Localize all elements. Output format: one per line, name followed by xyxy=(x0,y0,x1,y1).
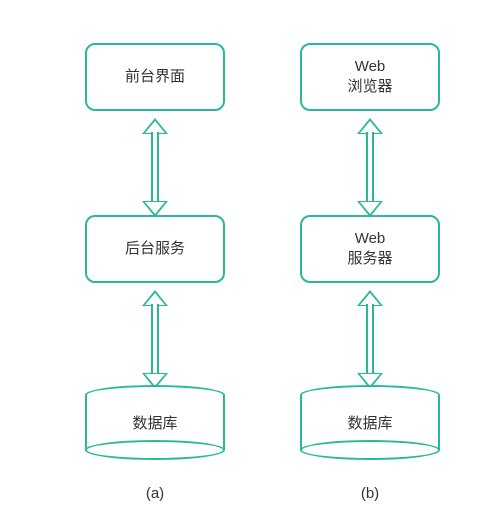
node-database: 数据库 xyxy=(85,385,225,460)
node-label: 后台服务 xyxy=(125,239,185,259)
node-label: 数据库 xyxy=(132,412,177,433)
bidirectional-arrow xyxy=(142,118,168,217)
node-frontend-ui: 前台界面 xyxy=(85,43,225,111)
node-database: 数据库 xyxy=(300,385,440,460)
node-label: Web服务器 xyxy=(347,229,392,270)
node-web-browser: Web浏览器 xyxy=(300,43,440,111)
column-b: Web浏览器 Web服务器 xyxy=(290,40,450,460)
column-caption: (a) xyxy=(75,485,235,502)
node-label: 数据库 xyxy=(347,412,392,433)
column-a: 前台界面 后台服务 xyxy=(75,40,235,460)
node-label: Web浏览器 xyxy=(347,57,392,98)
node-web-server: Web服务器 xyxy=(300,215,440,283)
column-caption: (b) xyxy=(290,485,450,502)
bidirectional-arrow xyxy=(357,290,383,389)
bidirectional-arrow xyxy=(357,118,383,217)
bidirectional-arrow xyxy=(142,290,168,389)
node-label: 前台界面 xyxy=(125,67,185,87)
node-backend-service: 后台服务 xyxy=(85,215,225,283)
architecture-diagram: 前台界面 后台服务 xyxy=(0,0,500,521)
